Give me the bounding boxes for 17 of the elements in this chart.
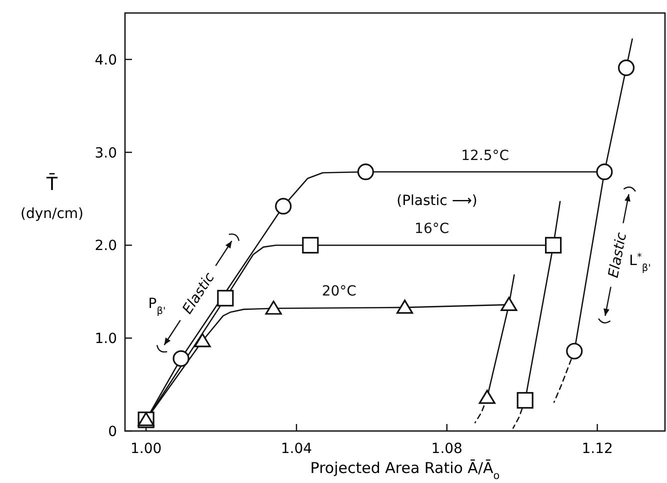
series-label: 16°C: [414, 221, 450, 238]
y-axis-title: T̄ (dyn/cm): [20, 172, 84, 222]
y-tick-label: 3.0: [94, 145, 117, 162]
y-tick-label: 1.0: [94, 331, 117, 348]
x-tick-label: 1.04: [280, 441, 312, 457]
x-tick-label: 1.00: [130, 441, 162, 457]
annotation: P$_{β'}$: [148, 296, 166, 316]
x-tick-label: 1.12: [582, 441, 613, 457]
series-label: 12.5°C: [461, 148, 510, 164]
annotation: (Plastic ⟶): [396, 193, 478, 209]
annotation: Elastic: [606, 230, 630, 280]
y-tick-label: 2.0: [94, 238, 117, 254]
x-tick-label: 1.08: [431, 441, 462, 457]
series-label: 20°C: [322, 283, 357, 300]
y-tick-label: 0: [108, 424, 117, 440]
x-axis-title: Projected Area Ratio Ā/Ā$_{o}$: [310, 459, 500, 482]
y-tick-label: 4.0: [94, 52, 117, 68]
